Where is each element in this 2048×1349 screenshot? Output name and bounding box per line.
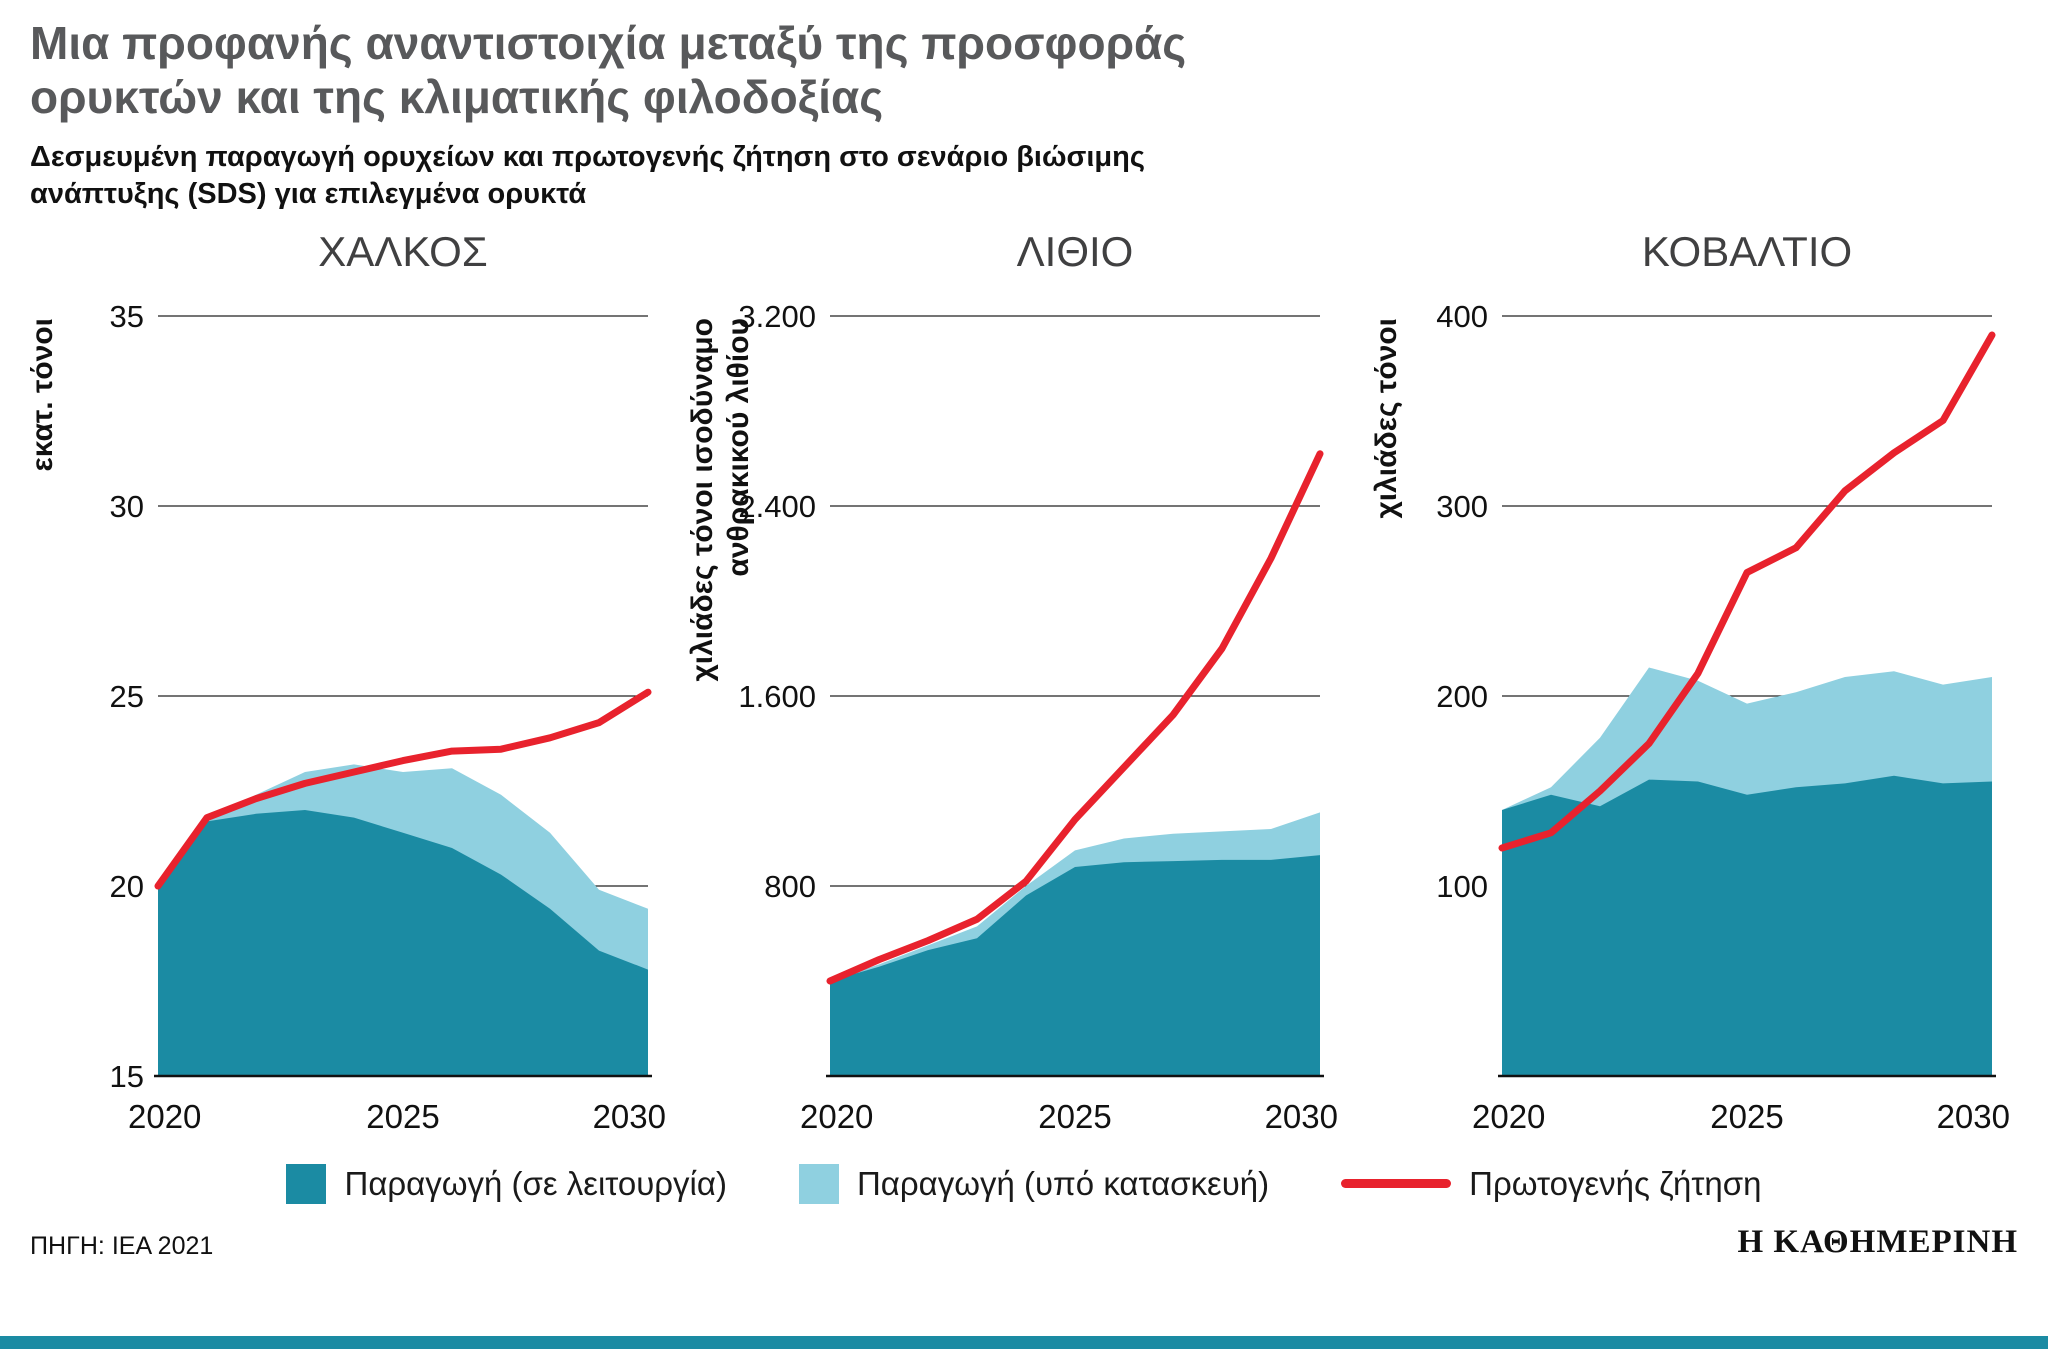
y-tick-label: 20 bbox=[110, 869, 144, 904]
x-tick-label: 2025 bbox=[1710, 1098, 1783, 1135]
lithium-plot: 800 1.600 2.400 3.200 2020 2025 2030 χιλιάδες τ… bbox=[686, 299, 1338, 1135]
x-tick-label: 2030 bbox=[1937, 1098, 2010, 1135]
y-axis-label: χιλιάδες τόνοι ισοδύναμο bbox=[686, 318, 719, 681]
x-tick-label: 2025 bbox=[366, 1098, 439, 1135]
page-title-line2: ορυκτών και της κλιματικής φιλοδοξίας bbox=[30, 71, 884, 124]
x-tick-label: 2025 bbox=[1038, 1098, 1111, 1135]
area-operating bbox=[158, 809, 648, 1076]
operating-area-swatch bbox=[286, 1163, 327, 1204]
legend-label-operating: Παραγωγή (σε λειτουργία) bbox=[344, 1164, 727, 1202]
page-title-line1: Μια προφανής αναντιστοιχία μεταξύ της πρ… bbox=[30, 17, 1187, 69]
legend: Παραγωγή (σε λειτουργία) Παραγωγή (υπό κ… bbox=[0, 1163, 2048, 1204]
y-tick-label: 2.400 bbox=[738, 489, 816, 524]
bottom-accent-bar bbox=[0, 1336, 2048, 1349]
x-tick-label: 2030 bbox=[1265, 1098, 1338, 1135]
page-title: Μια προφανής αναντιστοιχία μεταξύ της πρ… bbox=[30, 16, 2018, 125]
demand-line bbox=[154, 688, 652, 890]
charts-row: ΧΑΛΚΟΣ 15 20 25 30 35 2020 2025 2030 εκατ. τόνοι… bbox=[0, 228, 2048, 1156]
y-tick-label: 35 bbox=[110, 299, 144, 334]
y-tick-label: 800 bbox=[764, 869, 816, 904]
area-operating bbox=[1502, 775, 1992, 1076]
y-axis-label: χιλιάδες τόνοι bbox=[1370, 318, 1403, 519]
y-axis-label: εκατ. τόνοι bbox=[26, 318, 59, 472]
x-tick-label: 2020 bbox=[800, 1098, 873, 1135]
legend-item-demand: Πρωτογενής ζήτηση bbox=[1341, 1164, 1762, 1203]
y-tick-label: 3.200 bbox=[738, 299, 816, 334]
chart-title-copper: ΧΑΛΚΟΣ bbox=[318, 227, 488, 275]
y-tick-label: 400 bbox=[1436, 299, 1488, 334]
chart-copper: ΧΑΛΚΟΣ 15 20 25 30 35 2020 2025 2030 εκατ. τόνοι bbox=[8, 228, 680, 1156]
y-tick-label: 200 bbox=[1436, 679, 1488, 714]
y-tick-label: 1.600 bbox=[738, 679, 816, 714]
page-subtitle-line1: Δεσμευμένη παραγωγή ορυχείων και πρωτογε… bbox=[30, 140, 1145, 173]
y-tick-label: 30 bbox=[110, 489, 144, 524]
source-credit: ΠΗΓΗ: ΙΕΑ 2021 bbox=[30, 1231, 214, 1260]
x-tick-label: 2030 bbox=[593, 1098, 666, 1135]
x-tick-label: 2020 bbox=[1472, 1098, 1545, 1135]
y-tick-label: 15 bbox=[110, 1059, 144, 1094]
y-tick-label: 300 bbox=[1436, 489, 1488, 524]
demand-line bbox=[826, 450, 1324, 985]
legend-label-construction: Παραγωγή (υπό κατασκευή) bbox=[856, 1164, 1270, 1202]
header: Μια προφανής αναντιστοιχία μεταξύ της πρ… bbox=[0, 0, 2048, 214]
demand-line-swatch bbox=[1341, 1179, 1452, 1189]
chart-title-cobalt: ΚΟΒΑΛΤΙΟ bbox=[1641, 227, 1853, 275]
page-subtitle-line2: ανάπτυξης (SDS) για επιλεγμένα ορυκτά bbox=[30, 178, 587, 211]
legend-item-operating: Παραγωγή (σε λειτουργία) bbox=[286, 1163, 727, 1204]
chart-lithium: ΛΙΘΙΟ 800 1.600 2.400 3.200 2020 2025 2030 χιλι… bbox=[680, 228, 1352, 1156]
footer: ΠΗΓΗ: ΙΕΑ 2021 Η ΚΑΘΗΜΕΡΙΝΗ bbox=[0, 1224, 2048, 1261]
area-operating bbox=[830, 855, 1320, 1076]
page-subtitle: Δεσμευμένη παραγωγή ορυχείων και πρωτογε… bbox=[30, 139, 2018, 214]
y-tick-label: 100 bbox=[1436, 869, 1488, 904]
construction-area-swatch bbox=[798, 1163, 839, 1204]
y-axis-label: ανθρακικού λιθίου bbox=[722, 318, 755, 577]
x-tick-label: 2020 bbox=[128, 1098, 201, 1135]
legend-label-demand: Πρωτογενής ζήτηση bbox=[1469, 1164, 1762, 1202]
chart-cobalt: ΚΟΒΑΛΤΙΟ 100 200 300 400 2020 2025 2030 χιλιάδε… bbox=[1352, 228, 2024, 1156]
y-tick-label: 25 bbox=[110, 679, 144, 714]
chart-title-lithium: ΛΙΘΙΟ bbox=[1016, 227, 1134, 275]
demand-line bbox=[1498, 331, 1996, 852]
cobalt-plot: 100 200 300 400 2020 2025 2030 χιλιάδες τόνοι bbox=[1370, 299, 2010, 1135]
legend-item-construction: Παραγωγή (υπό κατασκευή) bbox=[798, 1163, 1270, 1204]
brand-wordmark: Η ΚΑΘΗΜΕΡΙΝΗ bbox=[1737, 1223, 2018, 1260]
